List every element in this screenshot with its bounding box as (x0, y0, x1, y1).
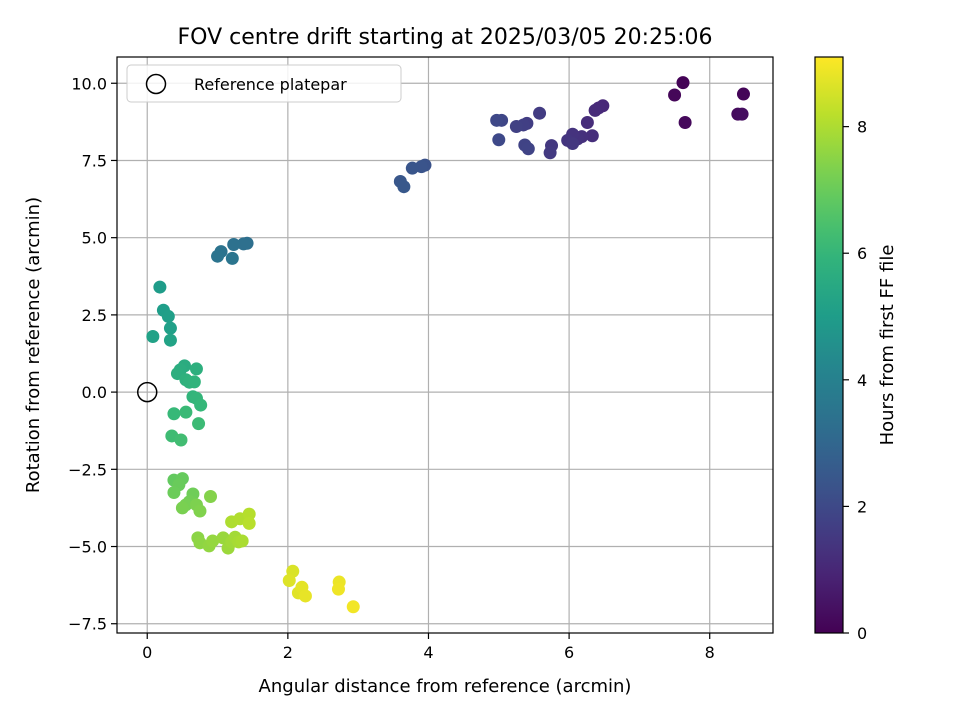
legend-marker (145, 73, 167, 95)
scatter-point (167, 407, 181, 421)
scatter-point (490, 113, 504, 127)
scatter-point (668, 88, 682, 102)
scatter-point (242, 516, 256, 530)
scatter-point (179, 405, 193, 419)
colorbar-tick-label: 2 (857, 497, 867, 516)
scatter-point (225, 251, 239, 265)
scatter-point (163, 321, 177, 335)
scatter-point (194, 398, 208, 412)
chart-title: FOV centre drift starting at 2025/03/05 … (178, 25, 713, 50)
x-tick-label: 4 (423, 643, 433, 662)
scatter-point (211, 249, 225, 263)
colorbar-gradient (815, 57, 843, 633)
scatter-point (492, 133, 506, 147)
scatter-point (242, 507, 256, 521)
y-tick-label: 10.0 (71, 74, 107, 93)
scatter-point (588, 103, 602, 117)
scatter-point (235, 534, 249, 548)
scatter-point (192, 417, 206, 431)
scatter-point (189, 362, 203, 376)
y-tick-label: −5.0 (68, 538, 107, 557)
legend-entry: Reference platepar (194, 75, 347, 94)
scatter-point (298, 589, 312, 603)
colorbar-tick-label: 6 (857, 244, 867, 263)
legend: Reference platepar (126, 64, 402, 103)
scatter-point (736, 87, 750, 101)
y-tick-label: 2.5 (82, 306, 107, 325)
colorbar-frame (814, 56, 844, 634)
scatter-point (521, 142, 535, 156)
x-tick-label: 6 (564, 643, 574, 662)
scatter-point (187, 375, 201, 389)
y-tick-label: −7.5 (68, 615, 107, 634)
scatter-point (193, 504, 207, 518)
colorbar: 0 2 4 6 8 Hours from first FF file (814, 56, 898, 643)
scatter-point (585, 129, 599, 143)
scatter-point (146, 330, 160, 344)
grid-lines (117, 57, 773, 633)
scatter-point (397, 180, 411, 194)
scatter-point (227, 237, 241, 251)
colorbar-tick-label: 4 (857, 371, 867, 390)
x-axis-label: Angular distance from reference (arcmin) (259, 676, 632, 697)
plot-frame (116, 56, 774, 634)
y-tick-label: 5.0 (82, 229, 107, 248)
scatter-point (204, 489, 218, 503)
scatter-point (163, 333, 177, 347)
legend-box (126, 64, 402, 103)
x-tick-label: 0 (142, 643, 152, 662)
scatter-point (282, 573, 296, 587)
scatter-point (533, 106, 547, 120)
scatter-point (237, 237, 251, 251)
scatter-point (167, 485, 181, 499)
scatter-point (153, 280, 167, 294)
scatter-point (566, 136, 580, 150)
y-tick-label: 0.0 (82, 383, 107, 402)
scatter-point (509, 119, 523, 133)
scatter-point (206, 534, 220, 548)
colorbar-tick-label: 0 (857, 624, 867, 643)
axes: 0 2 4 6 8 −7.5 −5.0 −2.5 0.0 2.5 5.0 7.5 10.0 (68, 56, 774, 662)
scatter-point (735, 107, 749, 121)
scatter-point (678, 115, 692, 129)
colorbar-label: Hours from first FF file (877, 245, 898, 446)
scatter-point (543, 146, 557, 160)
scatter-point (405, 161, 419, 175)
colorbar-tick-label: 8 (857, 118, 867, 137)
scatter-point (580, 115, 594, 129)
reference-point-marker (136, 381, 158, 403)
scatter-point (175, 501, 189, 515)
scatter-point (161, 309, 175, 323)
scatter-point (676, 76, 690, 90)
scatter-point (331, 582, 345, 596)
y-tick-label: 7.5 (82, 151, 107, 170)
y-axis-label: Rotation from reference (arcmin) (23, 197, 44, 493)
scatter-point (346, 600, 360, 614)
scatter-points (136, 76, 750, 614)
scatter-point (174, 433, 188, 447)
x-tick-label: 2 (283, 643, 293, 662)
y-tick-label: −2.5 (68, 460, 107, 479)
x-tick-label: 8 (705, 643, 715, 662)
